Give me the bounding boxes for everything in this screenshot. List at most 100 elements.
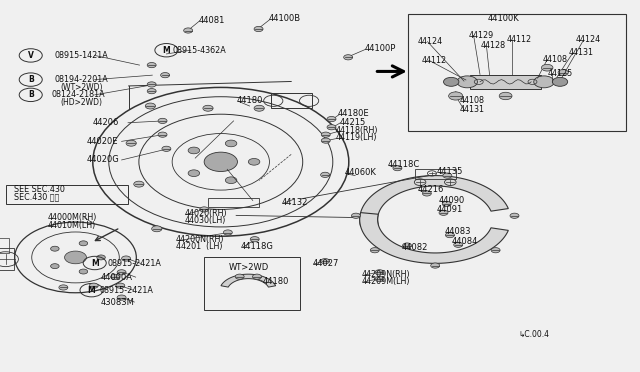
Text: 44201  (LH): 44201 (LH) xyxy=(176,242,223,251)
Circle shape xyxy=(188,170,200,177)
Text: 44200N(RH): 44200N(RH) xyxy=(176,235,225,244)
Text: (WT>2WD): (WT>2WD) xyxy=(61,83,103,92)
Text: 44083: 44083 xyxy=(445,227,471,236)
Circle shape xyxy=(439,210,448,215)
Text: 44124: 44124 xyxy=(576,35,601,44)
Bar xyxy=(415,169,456,179)
Text: 44118C: 44118C xyxy=(387,160,419,169)
Bar xyxy=(408,14,626,131)
Circle shape xyxy=(204,152,237,171)
Text: 44020E: 44020E xyxy=(86,137,118,146)
Text: 44060K: 44060K xyxy=(344,169,376,177)
Bar xyxy=(470,75,541,89)
Text: 44131: 44131 xyxy=(460,105,484,114)
Circle shape xyxy=(111,274,120,279)
Text: 44118(RH): 44118(RH) xyxy=(336,126,378,135)
Bar xyxy=(208,198,259,207)
Text: 44132: 44132 xyxy=(282,198,308,207)
Text: 44100K: 44100K xyxy=(488,14,520,23)
Circle shape xyxy=(51,264,59,269)
Circle shape xyxy=(371,248,380,253)
Text: 44020(RH): 44020(RH) xyxy=(184,209,227,218)
Circle shape xyxy=(158,132,167,137)
Circle shape xyxy=(253,274,262,279)
Circle shape xyxy=(203,105,213,111)
Circle shape xyxy=(491,248,500,253)
Circle shape xyxy=(225,140,237,147)
Circle shape xyxy=(510,213,519,218)
Circle shape xyxy=(443,173,452,178)
Circle shape xyxy=(97,255,106,260)
Circle shape xyxy=(422,191,431,196)
Circle shape xyxy=(449,92,463,100)
Text: 44010M(LH): 44010M(LH) xyxy=(48,221,96,230)
Circle shape xyxy=(321,172,330,177)
Circle shape xyxy=(184,28,193,33)
Circle shape xyxy=(393,166,402,171)
Text: 44108: 44108 xyxy=(543,55,568,64)
Circle shape xyxy=(116,283,125,288)
Circle shape xyxy=(236,274,244,279)
Text: 44027: 44027 xyxy=(312,259,339,268)
Text: 44084: 44084 xyxy=(451,237,477,246)
Text: 44100P: 44100P xyxy=(365,44,396,53)
Text: 44216: 44216 xyxy=(417,185,444,194)
Circle shape xyxy=(254,105,264,111)
Circle shape xyxy=(321,259,330,264)
Circle shape xyxy=(403,243,412,248)
Polygon shape xyxy=(360,213,508,263)
Text: 44180: 44180 xyxy=(262,277,289,286)
Circle shape xyxy=(223,230,232,235)
Text: 08915-2421A: 08915-2421A xyxy=(108,259,161,268)
Text: ↳C.00.4: ↳C.00.4 xyxy=(518,330,549,339)
Text: 44209N(RH): 44209N(RH) xyxy=(362,270,410,279)
Text: (HD>2WD): (HD>2WD) xyxy=(61,98,103,107)
Text: 44108: 44108 xyxy=(460,96,484,105)
Text: 44206: 44206 xyxy=(93,118,119,127)
Circle shape xyxy=(147,82,156,87)
Text: V: V xyxy=(28,51,34,60)
Circle shape xyxy=(327,125,336,130)
Circle shape xyxy=(442,201,451,206)
Circle shape xyxy=(134,181,144,187)
Text: 08915-2421A: 08915-2421A xyxy=(99,286,153,295)
Circle shape xyxy=(375,270,384,275)
Bar xyxy=(6,185,128,204)
Text: 44112: 44112 xyxy=(507,35,532,44)
Text: 08194-2201A: 08194-2201A xyxy=(54,76,108,84)
Polygon shape xyxy=(221,274,276,287)
Text: 44000M(RH): 44000M(RH) xyxy=(48,213,97,222)
Text: B: B xyxy=(28,90,33,99)
Text: 44091: 44091 xyxy=(437,205,463,214)
Text: 44112: 44112 xyxy=(422,56,447,65)
Circle shape xyxy=(254,26,263,32)
Circle shape xyxy=(321,138,330,143)
Circle shape xyxy=(327,116,336,122)
Text: 44128: 44128 xyxy=(481,41,506,50)
Circle shape xyxy=(117,270,126,275)
Circle shape xyxy=(59,285,68,290)
Text: M: M xyxy=(88,286,95,295)
Circle shape xyxy=(552,77,568,86)
Circle shape xyxy=(248,158,260,165)
Bar xyxy=(0,248,13,270)
Text: 44180: 44180 xyxy=(237,96,263,105)
Circle shape xyxy=(541,64,553,71)
Circle shape xyxy=(558,70,568,76)
Bar xyxy=(0,238,9,253)
Circle shape xyxy=(79,269,88,274)
Circle shape xyxy=(375,276,384,282)
Text: 44135: 44135 xyxy=(437,167,463,176)
Text: 44000A: 44000A xyxy=(101,273,133,282)
Text: 44118G: 44118G xyxy=(241,242,273,251)
Bar xyxy=(271,93,312,108)
Circle shape xyxy=(457,76,477,88)
Circle shape xyxy=(89,283,99,288)
Circle shape xyxy=(454,242,463,247)
Polygon shape xyxy=(360,176,508,226)
Circle shape xyxy=(126,140,136,146)
Circle shape xyxy=(445,232,454,238)
Text: SEE SEC.430: SEE SEC.430 xyxy=(14,185,65,194)
Text: M: M xyxy=(163,46,170,55)
Text: 44119(LH): 44119(LH) xyxy=(336,133,378,142)
